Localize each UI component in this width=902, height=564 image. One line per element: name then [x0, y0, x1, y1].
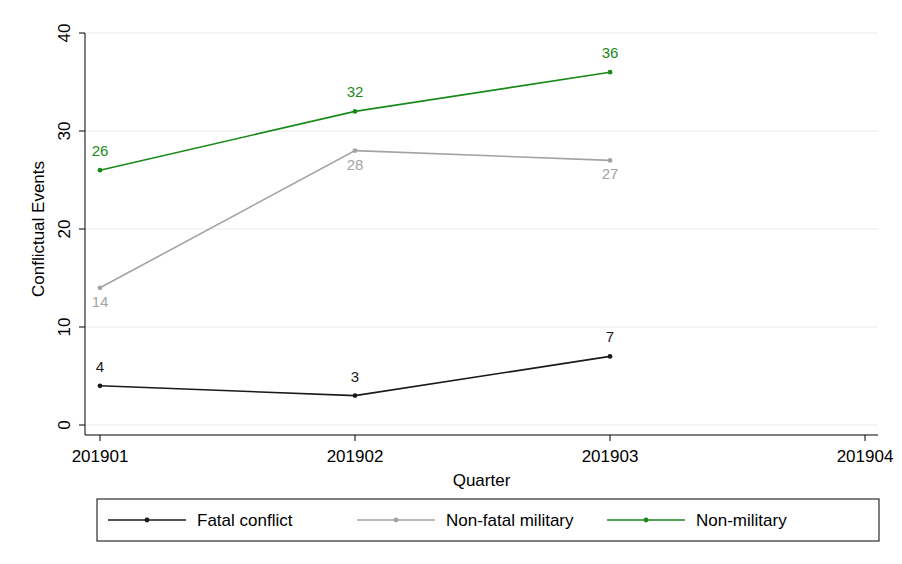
point-marker	[608, 70, 613, 75]
legend-label: Non-military	[696, 511, 787, 530]
legend-swatch-marker	[644, 518, 649, 523]
legend-swatch-marker	[394, 518, 399, 523]
y-tick-label: 0	[55, 420, 74, 429]
data-label: 4	[96, 358, 104, 375]
legend-label: Non-fatal military	[446, 511, 574, 530]
y-tick	[79, 425, 85, 426]
point-marker	[608, 354, 613, 359]
x-tick-label: 201901	[72, 447, 129, 466]
x-tick	[865, 435, 866, 441]
chart-container: 0 10 20 30 40 201901 201902 201903 201904 Quarter…	[0, 0, 902, 564]
point-marker	[608, 158, 613, 163]
grid-line	[85, 130, 878, 131]
legend-label: Fatal conflict	[197, 511, 293, 530]
data-label: 36	[602, 44, 619, 61]
y-axis	[85, 33, 86, 435]
grid-line	[85, 424, 878, 425]
y-tick-label: 10	[55, 318, 74, 337]
point-marker	[98, 383, 103, 388]
y-tick-label: 30	[55, 122, 74, 141]
legend: Fatal conflict Non-fatal military Non-mili…	[97, 499, 879, 541]
series-line	[100, 356, 610, 395]
grid-line	[85, 228, 878, 229]
x-tick	[100, 435, 101, 441]
x-tick	[355, 435, 356, 441]
point-marker	[98, 285, 103, 290]
data-label: 27	[602, 165, 619, 182]
data-label: 14	[92, 293, 109, 310]
data-label: 28	[347, 156, 364, 173]
data-label: 26	[92, 142, 109, 159]
series-line	[100, 151, 610, 288]
grid-line	[85, 326, 878, 327]
point-marker	[353, 109, 358, 114]
data-labels: 4 3 7 14 28 27 26 32 36	[92, 44, 619, 384]
point-marker	[98, 168, 103, 173]
x-tick-label: 201902	[327, 447, 384, 466]
x-tick	[610, 435, 611, 441]
point-marker	[353, 148, 358, 153]
x-tick-label: 201903	[582, 447, 639, 466]
data-label: 32	[347, 83, 364, 100]
legend-swatch-marker	[145, 518, 150, 523]
y-tick	[79, 131, 85, 132]
background	[0, 0, 902, 564]
y-axis-title: Conflictual Events	[29, 161, 48, 297]
y-tick	[79, 327, 85, 328]
chart-svg: 0 10 20 30 40 201901 201902 201903 201904 Quarter…	[0, 0, 902, 564]
x-axis	[85, 435, 878, 436]
y-tick	[79, 229, 85, 230]
data-label: 7	[606, 328, 614, 345]
y-tick-label: 20	[55, 220, 74, 239]
plot-area	[98, 70, 613, 398]
y-tick-label: 40	[55, 24, 74, 43]
y-tick	[79, 33, 85, 34]
x-axis-title: Quarter	[453, 471, 511, 490]
x-tick-label: 201904	[837, 447, 894, 466]
point-marker	[353, 393, 358, 398]
legend-box	[97, 499, 879, 541]
data-label: 3	[351, 368, 359, 385]
grid-line	[85, 32, 878, 33]
